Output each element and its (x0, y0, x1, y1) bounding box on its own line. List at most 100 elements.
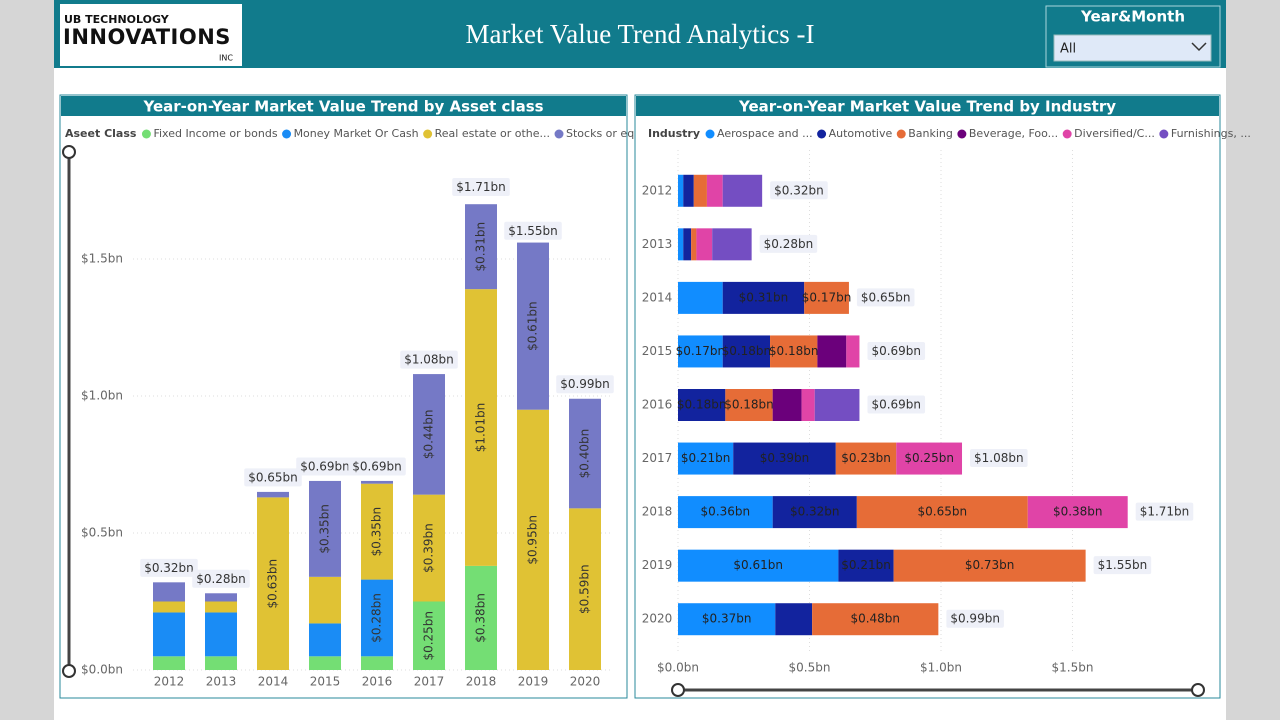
total-label-bg (867, 341, 926, 360)
bar-segment (725, 389, 773, 421)
bar-segment (257, 497, 289, 670)
total-label: $1.55bn (1098, 558, 1148, 572)
total-label-bg (946, 609, 1004, 628)
bar-segment (309, 576, 341, 624)
legend-label: Diversified/C... (1074, 127, 1155, 140)
value-label: $0.18bn (677, 398, 727, 412)
y-tick-label: 2012 (642, 183, 673, 197)
bar-segment (153, 612, 185, 657)
bar-segment (678, 549, 839, 582)
bar-segment (772, 496, 857, 529)
bar-segment (517, 242, 549, 410)
total-label-bg (556, 375, 614, 394)
bar-segment (205, 612, 237, 657)
bar-segment (893, 549, 1086, 582)
chevron[interactable] (1191, 42, 1207, 52)
value-label: $0.31bn (739, 290, 789, 304)
slicer-dropdown[interactable] (1053, 34, 1212, 62)
value-label: $0.18bn (722, 344, 772, 358)
y-tick-label: 2018 (642, 505, 673, 519)
value-label: $0.63bn (266, 559, 280, 609)
bar-segment (733, 442, 836, 475)
legend-swatch (817, 129, 827, 139)
bar-segment (361, 483, 393, 580)
total-label-bg (348, 457, 406, 476)
header-bar (54, 0, 1226, 68)
bar-segment (896, 442, 963, 475)
value-label: $0.25bn (422, 611, 436, 661)
slider-handle[interactable] (62, 145, 76, 159)
slider-handle[interactable] (62, 664, 76, 678)
total-label-bg (296, 457, 354, 476)
bar-segment (712, 228, 752, 261)
total-label-bg (970, 449, 1028, 468)
total-label: $0.28bn (196, 572, 246, 586)
bar-segment (413, 374, 445, 495)
y-tick-label: 2016 (642, 398, 673, 412)
value-label: $0.35bn (318, 504, 332, 554)
y-tick-label: 2014 (642, 290, 673, 304)
x-tick-label: 2020 (570, 675, 601, 689)
y-tick-label: $0.0bn (81, 663, 123, 677)
bar-segment (413, 601, 445, 670)
logo-line: INC (219, 54, 233, 63)
slicer-value[interactable]: All (1060, 42, 1076, 57)
value-label: $0.36bn (701, 505, 751, 519)
total-label: $0.65bn (861, 290, 911, 304)
total-label: $0.69bn (352, 459, 402, 473)
x-tick-label: 2012 (154, 675, 185, 689)
bar-segment (846, 335, 860, 368)
value-label: $0.40bn (578, 429, 592, 479)
bar-segment (678, 496, 773, 529)
value-label: $0.95bn (526, 515, 540, 565)
slider-handle[interactable] (671, 683, 685, 697)
total-label-bg (759, 234, 818, 253)
bar-segment (361, 579, 393, 657)
panel-header (636, 96, 1219, 116)
legend-label: Furnishings, ... (1171, 127, 1251, 140)
bar-segment (772, 389, 802, 421)
total-label-bg (1093, 556, 1152, 575)
legend-label: Beverage, Foo... (969, 127, 1058, 140)
y-tick-label: 2020 (642, 612, 673, 626)
bar-segment (309, 656, 341, 670)
legend-title: Aseet Class (65, 127, 137, 140)
value-label: $0.21bn (841, 558, 891, 572)
legend-title: Industry (648, 127, 700, 140)
legend-label: Aerospace and ... (717, 127, 813, 140)
bar-segment (678, 335, 723, 368)
value-label: $0.61bn (526, 301, 540, 351)
bar-segment (361, 656, 393, 670)
total-label: $1.71bn (456, 180, 506, 194)
value-label: $0.38bn (474, 593, 488, 643)
value-label: $0.37bn (702, 612, 752, 626)
bar-segment (804, 281, 849, 314)
value-label: $0.17bn (676, 344, 726, 358)
slider-handle[interactable] (1191, 683, 1205, 697)
legend-swatch (896, 129, 906, 139)
value-label: $0.18bn (769, 344, 819, 358)
slicer-label: Year&Month (1080, 8, 1185, 26)
y-tick-label: 2013 (642, 237, 673, 251)
y-tick-label: 2017 (642, 451, 673, 465)
bar-segment (153, 601, 185, 613)
total-label: $0.32bn (774, 183, 824, 197)
value-label: $0.61bn (733, 558, 783, 572)
value-label: $0.39bn (422, 523, 436, 573)
total-label-bg (856, 288, 915, 307)
total-label: $1.08bn (974, 451, 1024, 465)
bar-segment (678, 281, 723, 314)
legend-label: Real estate or othe... (435, 127, 550, 140)
bar-segment (722, 335, 771, 368)
total-label: $0.69bn (871, 398, 921, 412)
bar-segment (770, 335, 818, 368)
bar-segment (205, 593, 237, 602)
value-label: $0.35bn (370, 507, 384, 557)
legend-label: Automotive (829, 127, 893, 140)
total-label-bg (140, 558, 198, 577)
legend-swatch (554, 129, 564, 139)
bar-segment (835, 442, 897, 475)
logo-line: UB TECHNOLOGY (64, 13, 170, 26)
bar-segment (801, 389, 815, 421)
total-label: $0.69bn (300, 459, 350, 473)
